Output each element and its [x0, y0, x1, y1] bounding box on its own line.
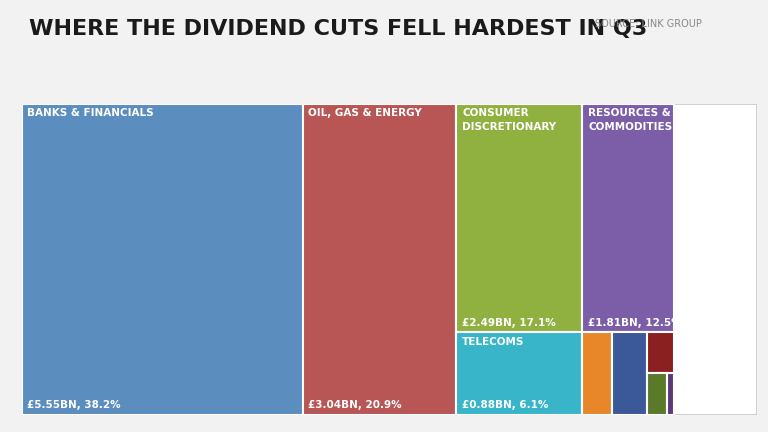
Text: SOURCE: LINK GROUP: SOURCE: LINK GROUP — [595, 19, 702, 29]
Text: £2.49BN, 17.1%: £2.49BN, 17.1% — [462, 318, 556, 327]
Text: £3.04BN, 20.9%: £3.04BN, 20.9% — [309, 400, 402, 410]
Text: CONSUMER
DISCRETIONARY: CONSUMER DISCRETIONARY — [462, 108, 556, 132]
Text: RESOURCES &
COMMODITIES: RESOURCES & COMMODITIES — [588, 108, 672, 132]
Bar — [303, 104, 456, 415]
Bar — [611, 332, 647, 415]
Text: WHERE THE DIVIDEND CUTS FELL HARDEST IN Q3: WHERE THE DIVIDEND CUTS FELL HARDEST IN … — [29, 19, 647, 39]
Bar — [582, 332, 611, 415]
Bar — [22, 104, 303, 415]
Text: £0.88BN, 6.1%: £0.88BN, 6.1% — [462, 400, 548, 410]
Bar — [456, 332, 582, 415]
Text: TELECOMS: TELECOMS — [462, 337, 525, 347]
Text: £1.81BN, 12.5%: £1.81BN, 12.5% — [588, 318, 682, 327]
Text: £5.55BN, 38.2%: £5.55BN, 38.2% — [28, 400, 121, 410]
Bar — [456, 104, 582, 332]
Text: OIL, GAS & ENERGY: OIL, GAS & ENERGY — [309, 108, 422, 118]
Bar — [667, 373, 674, 415]
Text: BANKS & FINANCIALS: BANKS & FINANCIALS — [28, 108, 154, 118]
Bar — [647, 332, 674, 373]
Bar — [582, 104, 674, 332]
Bar — [647, 373, 667, 415]
